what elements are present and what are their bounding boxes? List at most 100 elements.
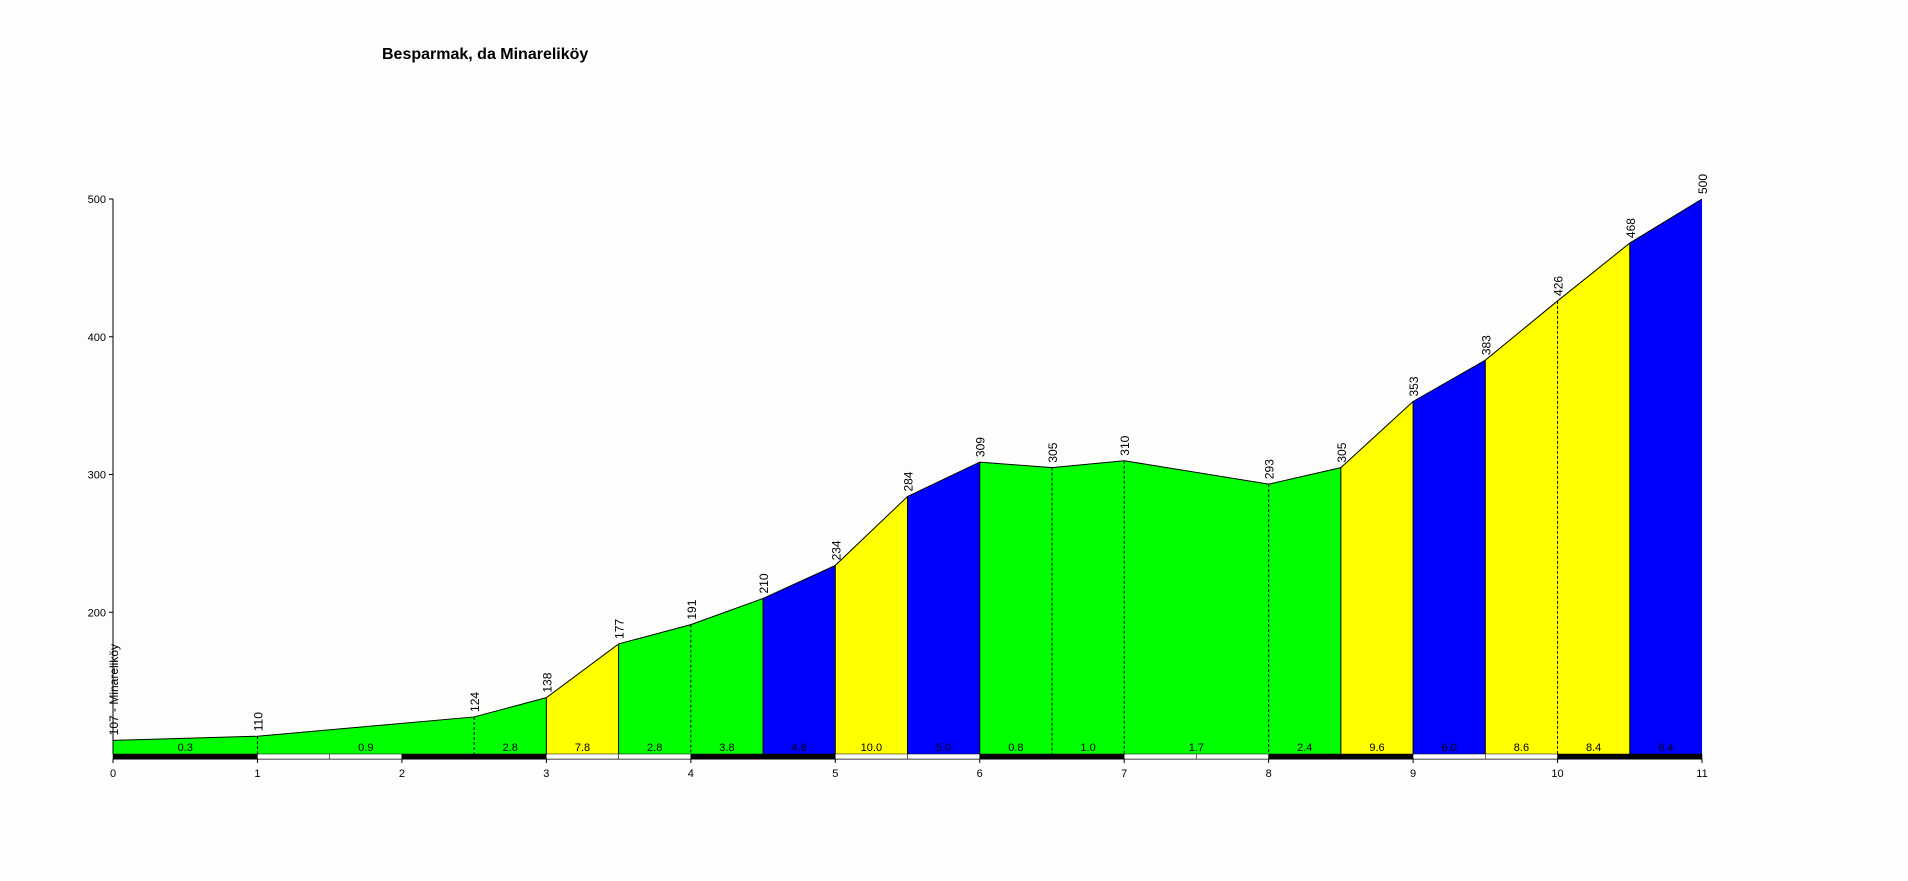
segment-fill-8 [907,462,980,754]
x-tick-label-5: 5 [832,768,838,780]
grade-label-4: 2.8 [647,742,662,754]
x-tick-label-11: 11 [1696,768,1707,780]
grade-label-12: 2.4 [1297,742,1312,754]
segment-fill-3 [546,643,619,754]
segment-fills [113,199,1702,754]
segment-fill-10 [1051,460,1125,754]
elevation-label-4: 177 [613,619,627,639]
x-tick-label-9: 9 [1410,768,1416,780]
grade-label-0: 0.3 [178,742,193,754]
km-bar-block-18 [1412,753,1486,760]
grade-label-8: 5.0 [936,742,951,754]
elevation-label-17: 468 [1624,218,1638,238]
grade-label-17: 6.4 [1658,742,1673,754]
elevation-label-16: 426 [1552,276,1566,296]
km-bar-block-12 [979,753,1053,760]
grade-label-9: 0.8 [1008,742,1023,754]
profile-line [112,198,1703,741]
km-bar-block-20 [1557,753,1631,760]
x-tick-label-4: 4 [688,768,694,780]
grade-label-10: 1.0 [1080,742,1095,754]
x-tick-label-1: 1 [254,768,260,780]
km-bar-block-9 [762,753,836,760]
km-bar-block-19 [1485,753,1558,760]
km-bar-block-4 [401,753,475,760]
elevation-label-10: 305 [1046,442,1060,462]
grade-label-13: 9.6 [1369,742,1384,754]
elevation-label-14: 353 [1407,376,1421,396]
km-bar-block-3 [329,753,403,760]
km-bar-block-1 [184,753,258,760]
grade-labels: 0.3 0.9 2.8 7.8 2.8 3.8 4.8 10.0 5.0 0.8 1.0 1.7 2.4… [178,742,1674,754]
y-tick-label-300: 300 [88,470,106,482]
x-tick-label-8: 8 [1266,768,1272,780]
elevation-label-5: 191 [685,599,699,619]
segment-fill-16 [1557,243,1630,754]
elevation-label-6: 210 [757,573,771,593]
elevation-label-3: 138 [540,672,554,692]
segment-fill-1 [257,716,475,754]
y-tick-label-500: 500 [88,194,106,206]
segment-fill-2 [474,697,547,754]
elevation-label-1: 110 [251,712,265,731]
elevation-label-8: 284 [902,471,916,491]
km-bar-block-14 [1123,753,1197,760]
elevation-label-0: 107 - Minareliköy [107,644,121,735]
segment-fill-12 [1268,467,1341,754]
km-bar-block-21 [1629,753,1703,760]
km-bar-block-17 [1340,753,1414,760]
segment-dividers [256,243,1631,754]
grade-label-3: 7.8 [575,742,590,754]
x-tick-label-0: 0 [110,768,116,780]
chart-title: Besparmak, da Minareliköy [382,46,588,63]
km-bar-block-16 [1268,753,1342,760]
segment-fill-6 [763,565,836,754]
grade-label-6: 4.8 [792,742,807,754]
km-bar-block-0 [112,753,186,760]
km-bar-block-11 [907,753,980,760]
y-tick-label-200: 200 [88,607,106,619]
km-bar-block-5 [473,753,547,760]
elevation-label-12: 293 [1263,459,1277,479]
elevation-label-18: 500 [1696,174,1710,194]
grade-label-7: 10.0 [861,742,882,754]
km-bar-block-6 [546,753,619,760]
grade-label-15: 8.6 [1514,742,1529,754]
elevation-label-9: 309 [974,437,988,457]
elevation-label-2: 124 [468,692,482,712]
grade-label-2: 2.8 [503,742,518,754]
segment-fill-11 [1124,460,1269,754]
grade-label-14: 6.0 [1442,742,1457,754]
segment-fill-4 [618,624,691,754]
grade-label-1: 0.9 [358,742,373,754]
elevation-label-13: 305 [1335,442,1349,462]
x-tick-label-10: 10 [1551,768,1563,780]
grade-label-16: 8.4 [1586,742,1601,754]
segment-fill-15 [1485,300,1558,754]
x-tick-label-6: 6 [977,768,983,780]
segment-fill-9 [979,462,1052,754]
km-bar-block-10 [835,753,908,760]
km-bar-block-13 [1051,753,1125,760]
segment-fill-7 [835,496,908,754]
km-bar-block-15 [1196,753,1269,760]
km-scale-bar [112,753,1703,760]
elevation-labels: 107 - Minareliköy 110 124 138 177 191 210 234 28… [107,174,1710,736]
segment-fill-0 [113,736,258,754]
grade-label-11: 1.7 [1189,742,1204,754]
profile-outline [112,198,1703,741]
segment-fill-13 [1340,401,1414,754]
km-bar-block-7 [618,753,692,760]
y-tick-label-400: 400 [88,332,106,344]
segment-fill-5 [690,598,764,754]
x-tick-label-2: 2 [399,768,405,780]
km-bar-block-2 [257,753,330,760]
elevation-label-15: 383 [1479,335,1493,355]
grade-label-5: 3.8 [719,742,734,754]
x-tick-label-3: 3 [543,768,549,780]
segment-fill-17 [1629,199,1702,754]
elevation-label-7: 234 [829,540,843,560]
km-bar-block-8 [690,753,764,760]
